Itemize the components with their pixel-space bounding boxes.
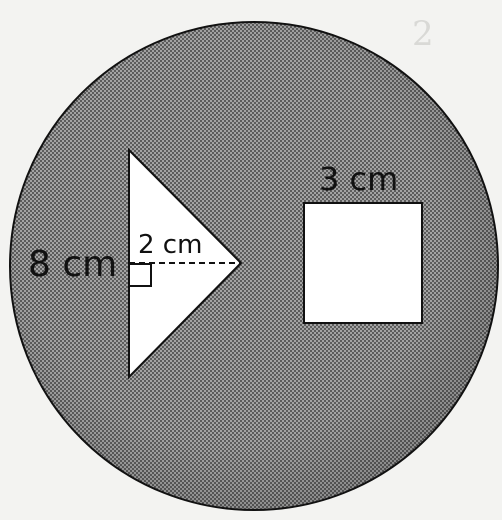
right-angle-marker xyxy=(128,263,152,287)
triangle-height-label: 2 cm xyxy=(138,230,202,260)
square-side-label: 3 cm xyxy=(319,160,398,198)
page-number-mark: 2 xyxy=(412,14,434,54)
circle-edge-shade xyxy=(11,23,497,509)
triangle-base-label: 8 cm xyxy=(28,244,117,285)
white-square xyxy=(303,202,423,324)
